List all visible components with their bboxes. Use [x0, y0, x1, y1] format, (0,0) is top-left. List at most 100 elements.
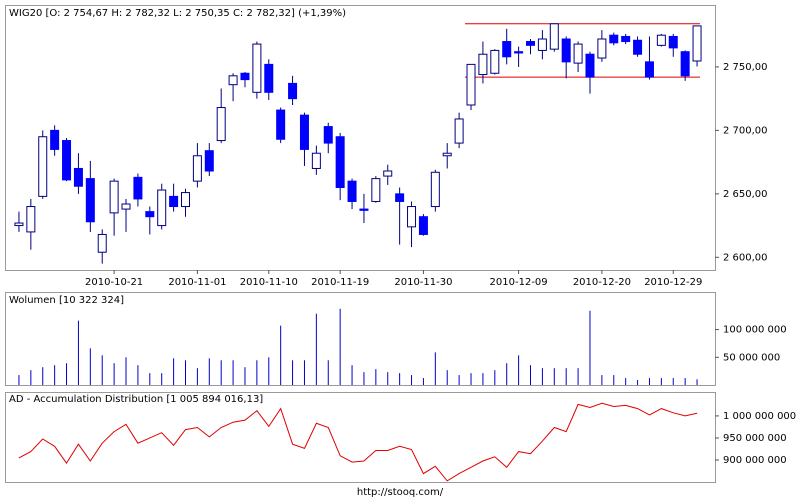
x-tick-label: 2010-12-29: [644, 277, 702, 288]
candle-body: [299, 114, 309, 150]
volume-bar: [268, 357, 270, 385]
candle-body: [228, 75, 238, 86]
candle-body: [573, 43, 583, 64]
candle-body: [204, 150, 214, 172]
volume-bar: [541, 368, 543, 385]
volume-bar: [208, 358, 210, 385]
candle-body: [264, 63, 274, 93]
candle-body: [109, 180, 119, 214]
candle-body: [240, 72, 250, 81]
candle-body: [14, 222, 24, 227]
price-panel: [5, 5, 716, 271]
volume-bar: [77, 320, 79, 385]
candle-body: [347, 180, 357, 202]
volume-bar: [173, 358, 175, 385]
y-tick-label: 950 000 000: [723, 433, 787, 444]
x-tick-label: 2010-12-20: [573, 277, 631, 288]
candle-body: [73, 167, 83, 187]
candle-body: [359, 208, 369, 211]
candle-body: [192, 155, 202, 182]
volume-bar: [137, 365, 139, 385]
candle-body: [478, 53, 488, 76]
y-tick-label: 100 000 000: [723, 325, 787, 336]
volume-bar: [577, 368, 579, 385]
candle-body: [26, 206, 36, 233]
volume-bar: [696, 379, 698, 385]
candle-body: [656, 34, 666, 46]
volume-bar: [351, 365, 353, 385]
candle-body: [335, 136, 345, 189]
candle-body: [145, 211, 155, 218]
y-tick-label: 2 750,00: [723, 62, 768, 73]
candle-body: [38, 136, 48, 197]
volume-bar: [470, 373, 472, 385]
candle-body: [85, 178, 95, 223]
volume-bar: [185, 360, 186, 385]
volume-bar: [411, 375, 413, 385]
volume-bar: [54, 365, 56, 385]
volume-bar: [113, 363, 115, 385]
candle-body: [133, 176, 143, 200]
candle-body: [383, 170, 393, 177]
volume-bar: [613, 375, 615, 385]
volume-bar: [506, 363, 508, 385]
volume-bar: [161, 373, 163, 385]
volume-bar: [149, 373, 151, 385]
volume-bar: [553, 368, 555, 385]
candle-body: [181, 192, 190, 208]
candle-body: [609, 34, 619, 44]
x-tick-label: 2010-11-01: [168, 277, 226, 288]
volume-bar: [256, 360, 258, 385]
x-tick-label: 2010-10-21: [85, 277, 143, 288]
volume-bar: [18, 375, 20, 385]
candle-body: [276, 109, 286, 140]
candle-body: [537, 38, 547, 51]
volume-bar: [89, 348, 91, 385]
volume-bar: [458, 375, 460, 385]
y-tick-label: 900 000 000: [723, 455, 787, 466]
ad-line: [18, 402, 698, 482]
volume-bar: [672, 378, 674, 385]
candle-body: [633, 39, 643, 55]
candle-body: [407, 206, 417, 228]
volume-bar: [530, 365, 531, 385]
volume-bar: [315, 313, 317, 385]
volume-bar: [220, 360, 222, 385]
candle-body: [502, 41, 512, 58]
candle-body: [216, 107, 226, 142]
candle-body: [692, 25, 702, 62]
volume-bar: [232, 360, 234, 385]
volume-bar: [363, 372, 365, 385]
candle-body: [97, 233, 107, 253]
y-tick-label: 2 650,00: [723, 189, 768, 200]
volume-bar: [280, 325, 282, 385]
volume-bar: [625, 378, 627, 385]
volume-bar: [42, 367, 44, 385]
candle-body: [121, 203, 131, 210]
x-tick-label: 2010-11-19: [311, 277, 369, 288]
y-tick-label: 1 000 000 000: [723, 411, 796, 422]
candle-body: [311, 152, 321, 169]
y-tick-label: 50 000 000: [723, 352, 780, 363]
volume-bar: [327, 360, 329, 385]
volume-bar: [434, 352, 436, 385]
volume-bar: [648, 378, 650, 385]
ad-title: AD - Accumulation Distribution [1 005 89…: [9, 394, 263, 405]
volume-bar: [518, 355, 520, 385]
candle-body: [62, 140, 72, 181]
candle-body: [466, 63, 476, 106]
volume-bar: [422, 378, 424, 385]
volume-bar: [244, 367, 246, 385]
volume-bar: [101, 355, 103, 385]
candle-body: [644, 61, 654, 78]
ad-panel: [5, 392, 716, 483]
footer[interactable]: http://stooq.com/: [357, 487, 444, 498]
candle-body: [442, 152, 452, 157]
candle-body: [668, 35, 678, 49]
candle-body: [454, 118, 464, 144]
y-tick-label: 2 700,00: [723, 125, 768, 136]
volume-bar: [601, 375, 603, 385]
volume-bar: [446, 370, 448, 385]
candle-body: [323, 126, 333, 144]
